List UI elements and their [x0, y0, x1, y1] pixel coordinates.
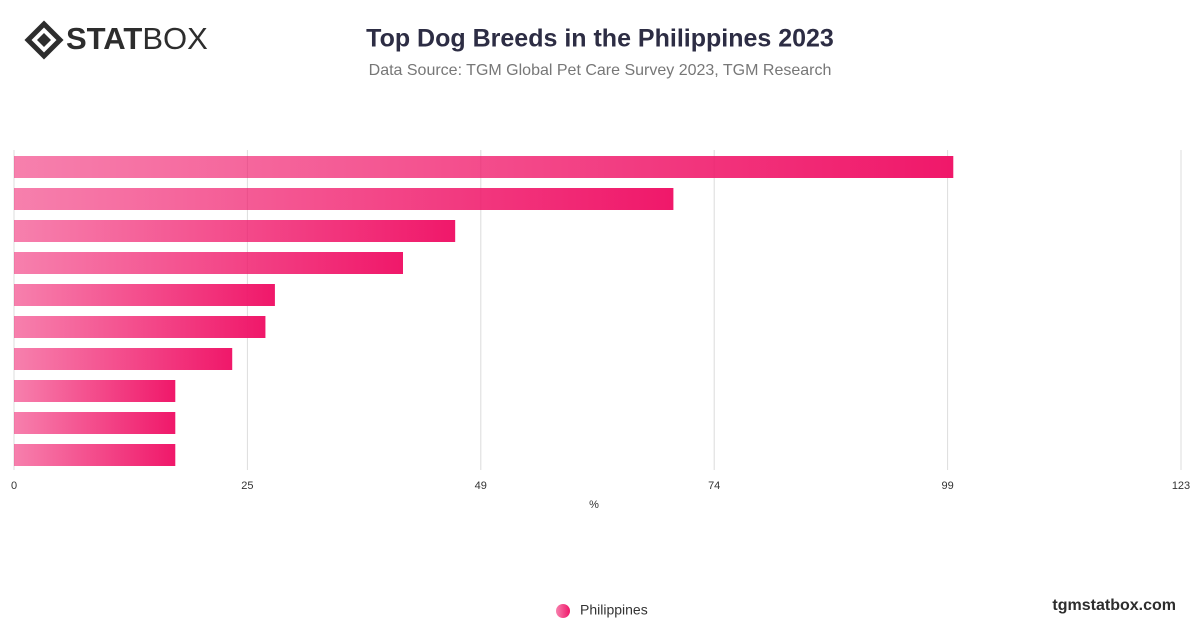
bar	[14, 156, 954, 178]
x-tick-label: 123	[1172, 480, 1190, 492]
bar	[14, 380, 176, 402]
logo-light: BOX	[142, 21, 208, 56]
x-tick-label: 49	[475, 480, 487, 492]
logo-text: STATBOX	[66, 21, 208, 56]
legend-label[interactable]: Philippines	[580, 602, 648, 618]
x-tick-label: 25	[241, 480, 253, 492]
bar	[14, 348, 233, 370]
bar	[14, 188, 674, 210]
bar	[14, 444, 176, 466]
logo: STATBOX	[24, 20, 208, 60]
bar	[14, 316, 266, 338]
chart-subtitle: Data Source: TGM Global Pet Care Survey …	[369, 62, 832, 79]
footer: tgmstatbox.com	[1052, 597, 1176, 614]
x-axis-label: %	[589, 499, 599, 511]
logo-icon	[24, 20, 64, 60]
x-tick-label: 99	[941, 480, 953, 492]
logo-bold: STAT	[66, 21, 142, 56]
x-tick-label: 74	[708, 480, 720, 492]
chart-title: Top Dog Breeds in the Philippines 2023	[366, 25, 834, 53]
bar	[14, 220, 456, 242]
logo-icon-core	[37, 33, 51, 47]
legend-marker	[556, 604, 570, 618]
bar	[14, 284, 275, 306]
bar	[14, 252, 403, 274]
bar	[14, 412, 176, 434]
x-tick-label: 0	[11, 480, 17, 492]
